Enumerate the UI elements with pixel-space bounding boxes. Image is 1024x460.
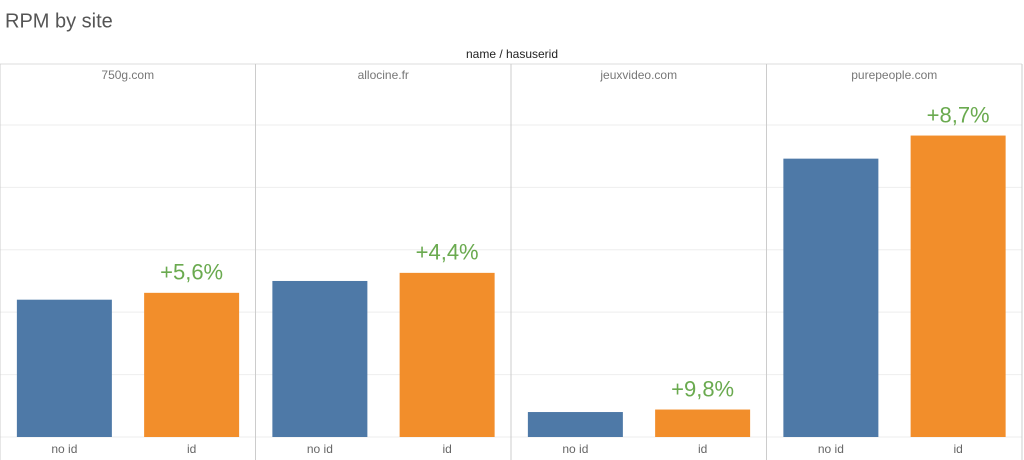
x-tick-label: no id <box>818 442 844 456</box>
x-tick-label: no id <box>307 442 333 456</box>
x-tick-label: id <box>953 442 962 456</box>
x-tick-label: id <box>187 442 196 456</box>
facet-label: jeuxvideo.com <box>599 68 677 82</box>
annotation: +4,4% <box>416 240 479 265</box>
annotation: +9,8% <box>671 376 734 401</box>
x-tick-label: id <box>442 442 451 456</box>
bar <box>399 272 495 437</box>
bar <box>910 135 1006 437</box>
chart-title: RPM by site <box>5 10 113 32</box>
bar <box>783 158 879 437</box>
x-tick-label: no id <box>562 442 588 456</box>
x-tick-label: id <box>698 442 707 456</box>
annotation: +8,7% <box>927 102 990 127</box>
bar <box>655 409 751 437</box>
bar <box>272 280 368 437</box>
facet-label: purepeople.com <box>851 68 937 82</box>
facet-label: allocine.fr <box>358 68 409 82</box>
bar <box>527 412 623 437</box>
header: name / hasuserid <box>466 47 558 61</box>
annotation: +5,6% <box>160 260 223 285</box>
facet-label: 750g.com <box>101 68 154 82</box>
bar <box>144 292 240 437</box>
x-tick-label: no id <box>51 442 77 456</box>
bar <box>16 299 112 437</box>
